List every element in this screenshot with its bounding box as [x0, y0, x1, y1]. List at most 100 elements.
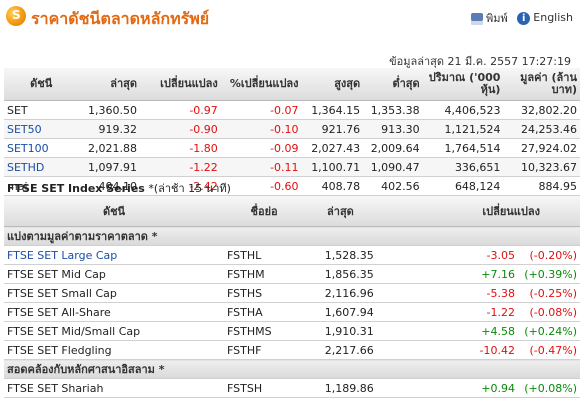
page-header: S ราคาดัชนีตลาดหลักทรัพย์ พิมพ์ i English	[0, 0, 583, 34]
ftse-index-link[interactable]: FTSE SET Large Cap	[7, 248, 118, 262]
ftse-col-code: ชื่อย่อ	[224, 196, 305, 227]
col-index: ดัชนี	[4, 68, 79, 101]
ftse-index-label: FTSE SET Shariah	[7, 381, 104, 395]
ftse-change-value: -5.38	[486, 286, 515, 300]
index-change: -0.97	[140, 100, 221, 120]
ftse-index-name: FTSE SET Shariah	[4, 378, 225, 398]
last-updated: ข้อมูลล่าสุด 21 มี.ค. 2557 17:27:19	[389, 55, 571, 68]
index-volume: 4,406,523	[422, 100, 504, 120]
ftse-index-label: FTSE SET Small Cap	[7, 286, 117, 300]
ftse-delay-note: *(ล่าช้า 15 นาที)	[148, 182, 231, 195]
index-row: SET100 2,021.88 -1.80 -0.09 2,027.43 2,009.64…	[4, 138, 580, 158]
ftse-index-label: FTSE SET All-Share	[7, 305, 111, 319]
index-volume: 336,651	[422, 157, 504, 177]
ftse-row: FTSE SET Large Cap FSTHL 1,528.35 -3.05 (-0.…	[4, 245, 580, 265]
ftse-last: 1,910.31	[304, 321, 377, 341]
printer-icon	[471, 13, 483, 25]
ftse-change: +7.16 (+0.39%)	[376, 264, 580, 284]
index-name[interactable]: SET50	[4, 119, 79, 139]
ftse-group-row: สอดคล้องกับหลักศาสนาอิสลาม *	[4, 359, 580, 379]
index-row: SETHD 1,097.91 -1.22 -0.11 1,100.71 1,090.47 3…	[4, 157, 580, 177]
ftse-change: +4.58 (+0.24%)	[376, 321, 580, 341]
index-label: mai	[7, 179, 28, 193]
ftse-last: 1,856.35	[304, 264, 377, 284]
ftse-change-pct: (-0.08%)	[529, 305, 578, 319]
ftse-group-row: แบ่งตามมูลค่าตามราคาตลาด *	[4, 226, 580, 246]
ftse-col-index: ดัชนี	[4, 196, 225, 227]
ftse-change-pct: (-0.47%)	[529, 343, 578, 357]
toolbar: พิมพ์ i English	[465, 9, 573, 27]
index-low: 402.56	[363, 176, 423, 196]
index-name[interactable]: SETHD	[4, 157, 79, 177]
ftse-change: -5.38 (-0.25%)	[376, 283, 580, 303]
ftse-code: FSTSH	[224, 378, 305, 398]
ftse-title: FTSE SET Index Series	[7, 182, 145, 195]
index-pct-change: -0.10	[220, 119, 302, 139]
index-change: -0.90	[140, 119, 221, 139]
ftse-table: ดัชนี ชื่อย่อ ล่าสุด เปลี่ยนแปลง แบ่งตาม…	[4, 196, 580, 398]
ftse-row: FTSE SET Mid/Small Cap FSTHMS 1,910.31 +4.5…	[4, 321, 580, 341]
ftse-change-value: -10.42	[479, 343, 515, 357]
index-link[interactable]: SET50	[7, 122, 42, 136]
ftse-code: FSTHMS	[224, 321, 305, 341]
ftse-change-pct: (-0.20%)	[529, 248, 578, 262]
index-low: 2,009.64	[363, 138, 423, 158]
english-label: English	[533, 11, 573, 25]
index-pct-change: -0.60	[220, 176, 302, 196]
index-volume: 648,124	[422, 176, 504, 196]
index-last: 2,021.88	[78, 138, 141, 158]
ftse-row: FTSE SET Small Cap FSTHS 2,116.96 -5.38 (-0.…	[4, 283, 580, 303]
ftse-row: FTSE SET Fledgling FSTHF 2,217.66 -10.42 (-0…	[4, 340, 580, 360]
index-label: SET	[7, 103, 28, 117]
ftse-change: -1.22 (-0.08%)	[376, 302, 580, 322]
index-name[interactable]: SET100	[4, 138, 79, 158]
ftse-col-last: ล่าสุด	[304, 196, 377, 227]
index-low: 1,090.47	[363, 157, 423, 177]
index-link[interactable]: SETHD	[7, 160, 45, 174]
ftse-index-name: FTSE SET Mid/Small Cap	[4, 321, 225, 341]
ftse-index-label: FTSE SET Mid/Small Cap	[7, 324, 141, 338]
ftse-change-pct: (+0.08%)	[524, 381, 577, 395]
ftse-last: 2,217.66	[304, 340, 377, 360]
index-last: 1,097.91	[78, 157, 141, 177]
index-last: 1,360.50	[78, 100, 141, 120]
index-table-header: ดัชนี ล่าสุด เปลี่ยนแปลง %เปลี่ยนแปลง สู…	[4, 68, 580, 101]
ftse-change-pct: (+0.39%)	[524, 267, 577, 281]
ftse-row: FTSE SET All-Share FSTHA 1,607.94 -1.22 (-0.…	[4, 302, 580, 322]
index-value: 32,802.20	[503, 100, 580, 120]
ftse-index-name: FTSE SET Small Cap	[4, 283, 225, 303]
col-last: ล่าสุด	[78, 68, 141, 101]
index-change: -1.22	[140, 157, 221, 177]
index-row: SET 1,360.50 -0.97 -0.07 1,364.15 1,353.38 4,4…	[4, 100, 580, 120]
index-link[interactable]: SET100	[7, 141, 49, 155]
ftse-code: FSTHS	[224, 283, 305, 303]
col-pct-change: %เปลี่ยนแปลง	[220, 68, 302, 101]
ftse-last: 1,607.94	[304, 302, 377, 322]
index-volume: 1,764,514	[422, 138, 504, 158]
ftse-last: 2,116.96	[304, 283, 377, 303]
index-change: -2.42	[140, 176, 221, 196]
ftse-index-name[interactable]: FTSE SET Large Cap	[4, 245, 225, 265]
index-high: 1,100.71	[301, 157, 364, 177]
ftse-change-value: +7.16	[481, 267, 515, 281]
col-high: สูงสุด	[301, 68, 364, 101]
ftse-last: 1,189.86	[304, 378, 377, 398]
col-value: มูลค่า (ล้านบาท)	[503, 68, 580, 101]
index-value: 884.95	[503, 176, 580, 196]
ftse-group-label: แบ่งตามมูลค่าตามราคาตลาด *	[4, 226, 580, 246]
info-icon: i	[517, 11, 531, 25]
ftse-index-name: FTSE SET All-Share	[4, 302, 225, 322]
ftse-code: FSTHA	[224, 302, 305, 322]
ftse-col-change: เปลี่ยนแปลง	[376, 196, 580, 227]
english-button[interactable]: i English	[517, 11, 573, 25]
col-volume: ปริมาณ ('000 หุ้น)	[422, 68, 504, 101]
ftse-code: FSTHF	[224, 340, 305, 360]
ftse-change: -3.05 (-0.20%)	[376, 245, 580, 265]
ftse-code: FSTHM	[224, 264, 305, 284]
print-button[interactable]: พิมพ์	[471, 9, 508, 27]
ftse-code: FSTHL	[224, 245, 305, 265]
print-label: พิมพ์	[486, 12, 508, 25]
ftse-change-pct: (+0.24%)	[524, 324, 577, 338]
index-row: SET50 919.32 -0.90 -0.10 921.76 913.30 1,121,5…	[4, 119, 580, 139]
index-table: ดัชนี ล่าสุด เปลี่ยนแปลง %เปลี่ยนแปลง สู…	[4, 68, 580, 196]
